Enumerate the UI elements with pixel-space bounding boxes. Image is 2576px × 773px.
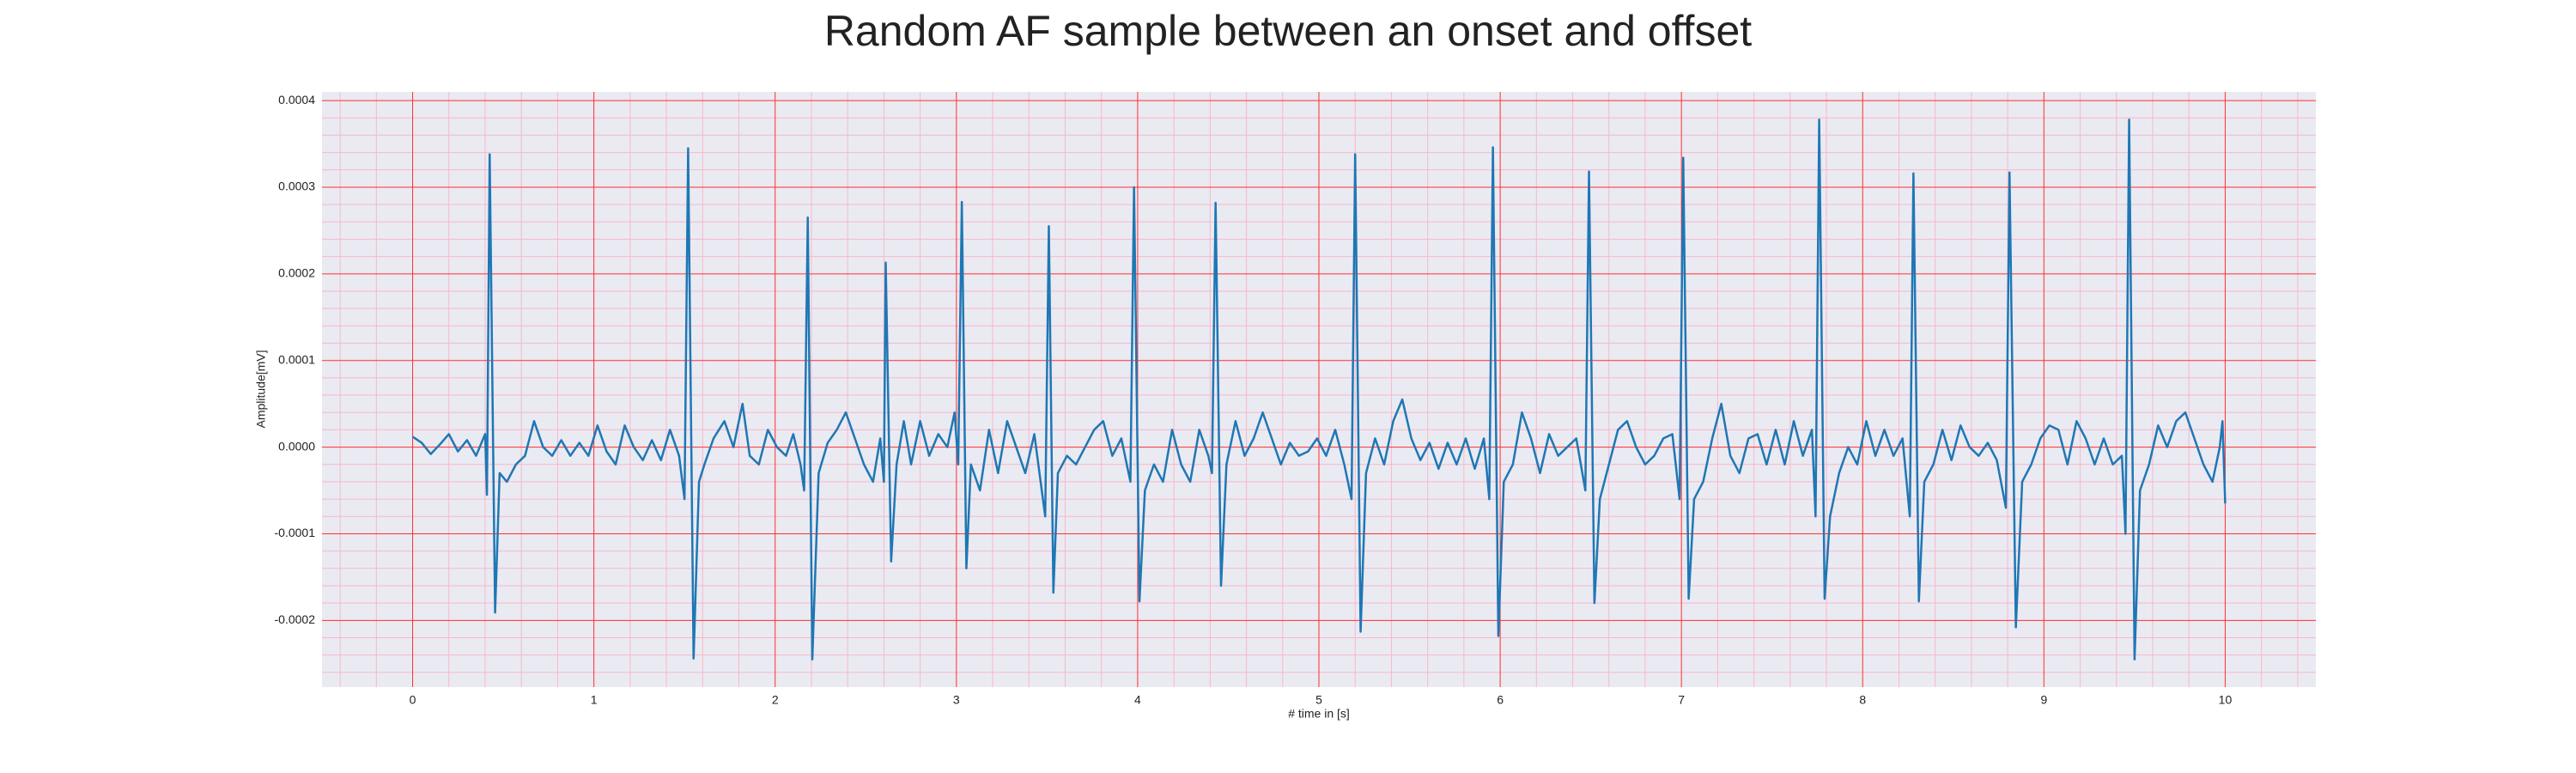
x-tick-label: 7 (1678, 693, 1685, 707)
x-tick-label: 8 (1859, 693, 1866, 707)
y-tick-label: 0.0002 (278, 266, 315, 280)
major-grid (322, 92, 2316, 687)
y-tick-label: 0.0003 (278, 180, 315, 193)
y-axis-label: Amplitude[mV] (254, 350, 268, 428)
x-tick-label: 1 (591, 693, 598, 707)
x-tick-label: 6 (1497, 693, 1504, 707)
x-tick-label: 2 (772, 693, 779, 707)
x-tick-label: 0 (410, 693, 416, 707)
chart-title: Random AF sample between an onset and of… (824, 7, 1752, 55)
signal-line (411, 119, 2227, 660)
x-tick-label: 4 (1134, 693, 1141, 707)
y-tick-label: 0.0001 (278, 352, 315, 366)
x-tick-label: 3 (953, 693, 960, 707)
y-tick-label: 0.0004 (278, 93, 315, 107)
x-tick-label: 5 (1315, 693, 1322, 707)
x-axis-label: # time in [s] (1288, 707, 1350, 721)
y-tick-label: -0.0002 (275, 612, 316, 626)
x-tick-label: 9 (2040, 693, 2047, 707)
y-tick-label: 0.0000 (278, 439, 315, 453)
x-tick-label: 10 (2219, 693, 2233, 707)
y-tick-label: -0.0001 (275, 526, 316, 539)
